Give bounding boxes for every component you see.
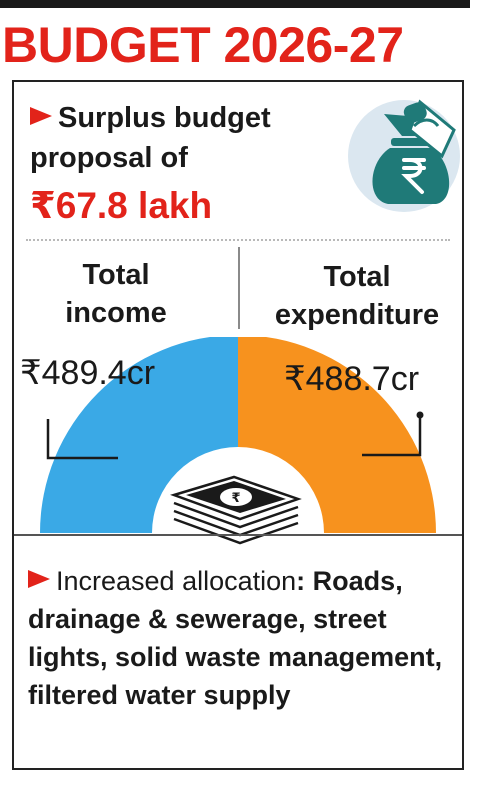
income-label: Total income	[65, 259, 167, 329]
income-expenditure-gauge: ₹	[40, 337, 436, 545]
column-divider	[238, 247, 240, 329]
svg-text:₹: ₹	[231, 491, 240, 506]
expenditure-arc	[238, 337, 436, 533]
expenditure-leader-line	[362, 417, 422, 457]
surplus-label: Surplus budget proposal of	[30, 102, 271, 174]
allocation-colon: :	[296, 566, 306, 596]
allocation-items: Roads, drainage & sewerage, street light…	[28, 566, 443, 710]
dotted-separator	[26, 239, 450, 241]
allocation-block: Increased allocation: Roads, drainage & …	[28, 562, 458, 714]
expenditure-label: Total expenditure	[274, 261, 440, 331]
allocation-label: Increased allocation	[56, 566, 297, 596]
expenditure-value: ₹488.7cr	[284, 360, 420, 398]
arrow-bullet-icon	[28, 570, 50, 588]
arrow-bullet-icon	[30, 107, 52, 125]
headline: BUDGET 2026-27	[2, 17, 404, 73]
section-rule	[14, 534, 462, 536]
money-bag-icon	[348, 99, 460, 212]
surplus-text: Surplus budget proposal of	[30, 98, 340, 178]
income-leader-line	[46, 419, 118, 460]
surplus-amount: ₹67.8 lakh	[30, 185, 213, 226]
banknote-stack-icon: ₹	[170, 475, 302, 545]
income-arc	[40, 337, 238, 533]
infographic-panel: Surplus budget proposal of ₹67.8 lakh To…	[12, 80, 464, 770]
income-value: ₹489.4cr	[20, 354, 156, 392]
top-rule	[0, 0, 470, 8]
